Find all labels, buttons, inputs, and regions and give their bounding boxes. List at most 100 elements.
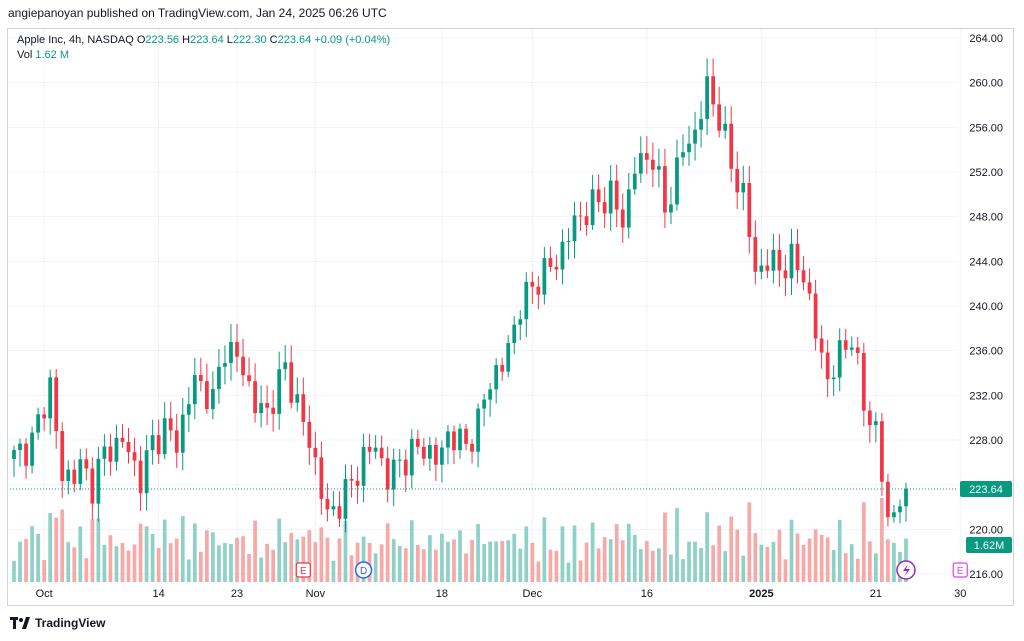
candle-body: [132, 452, 137, 461]
candle-body: [880, 421, 884, 482]
x-tick-label: 16: [641, 588, 653, 600]
candle-body: [247, 375, 251, 382]
volume-bar: [560, 526, 565, 582]
volume-bar: [783, 559, 788, 582]
volume-bar: [771, 541, 776, 582]
candle-body: [343, 479, 348, 519]
dividend-marker-icon: [354, 561, 373, 579]
volume-bar: [114, 546, 119, 582]
close-value: 223.64: [277, 34, 312, 46]
candle-body: [783, 270, 788, 279]
volume-bar: [180, 516, 185, 582]
volume-bar: [464, 553, 468, 582]
volume-bar: [295, 539, 300, 582]
candle-body: [608, 180, 613, 214]
footer-brand[interactable]: TradingView: [10, 616, 105, 630]
candle-body: [681, 152, 685, 158]
candle-body: [229, 341, 233, 364]
volume-bar: [277, 518, 282, 582]
candle-body: [192, 375, 197, 405]
volume-bar: [723, 551, 728, 582]
volume-bar: [626, 523, 631, 582]
candle-body: [415, 438, 420, 447]
volume-bar: [247, 553, 251, 582]
x-tick-label: 30: [954, 588, 966, 600]
volume-bar: [819, 534, 824, 582]
change-value: +0.09 (+0.04%): [314, 34, 391, 46]
volume-bar: [108, 535, 113, 582]
candle-body: [801, 270, 806, 283]
candle-body: [397, 459, 402, 461]
candle-body: [904, 488, 908, 507]
volume-bar: [675, 508, 679, 582]
volume-bar: [548, 549, 553, 582]
volume-bar: [265, 543, 270, 582]
candle-body: [771, 249, 776, 271]
candle-body: [108, 446, 113, 462]
candle-body: [650, 159, 655, 170]
y-tick-label: 240.00: [969, 301, 1003, 313]
candle-body: [831, 377, 836, 380]
volume-bar: [84, 558, 89, 582]
candle-body: [18, 443, 22, 451]
candlesticks: [12, 58, 908, 533]
candle-body: [482, 399, 486, 409]
y-tick-label: 260.00: [969, 78, 1003, 90]
volume-bar: [198, 551, 203, 582]
candle-body: [271, 407, 276, 414]
volume-bar: [759, 544, 764, 582]
volume-bar: [192, 523, 197, 582]
volume-bar: [144, 526, 149, 582]
x-tick-label: 14: [153, 588, 165, 600]
candle-body: [759, 265, 764, 272]
candle-body: [753, 237, 758, 272]
volume-bar: [427, 535, 432, 582]
volume-bar: [813, 529, 818, 582]
volume-bar: [30, 526, 34, 582]
volume-bar: [518, 548, 523, 582]
candle-body: [434, 444, 438, 465]
volume-bar: [355, 542, 360, 582]
candle-body: [470, 443, 474, 452]
candle-body: [867, 410, 872, 426]
candle-body: [843, 340, 848, 350]
volume-bar: [42, 560, 47, 582]
candle-body: [458, 428, 462, 451]
volume-bar: [66, 542, 71, 582]
replay-button[interactable]: [896, 560, 916, 580]
volume-bar: [488, 541, 493, 582]
candle-body: [452, 431, 456, 451]
volume-bar: [253, 520, 257, 582]
candle-body: [632, 173, 637, 190]
candle-body: [144, 450, 149, 494]
volume-bar: [12, 560, 16, 582]
candle-body: [735, 168, 740, 193]
volume-bar: [434, 549, 438, 582]
volume-bar: [343, 520, 348, 582]
volume-bar: [735, 529, 740, 582]
candle-body: [777, 249, 782, 271]
volume-bar: [650, 550, 655, 582]
candle-body: [813, 293, 818, 339]
candle-body: [542, 258, 547, 295]
candle-body: [331, 506, 336, 510]
volume-bar: [602, 537, 607, 582]
volume-bar: [235, 537, 239, 582]
candle-body: [361, 446, 366, 486]
candle-body: [476, 408, 480, 452]
volume-bar: [482, 543, 486, 582]
candle-body: [873, 421, 878, 426]
volume-bar: [590, 522, 595, 582]
candle-body: [506, 343, 511, 372]
last-price-tag: 223.64: [969, 484, 1003, 496]
candle-body: [464, 428, 468, 444]
candle-body: [693, 129, 697, 144]
event-marker-letter: E: [300, 566, 307, 577]
volume-bar: [614, 524, 619, 582]
candle-body: [102, 446, 107, 459]
volume-bar: [873, 553, 878, 582]
volume-bar: [96, 518, 101, 582]
volume-bar: [379, 544, 384, 582]
volume-bar: [849, 544, 854, 582]
